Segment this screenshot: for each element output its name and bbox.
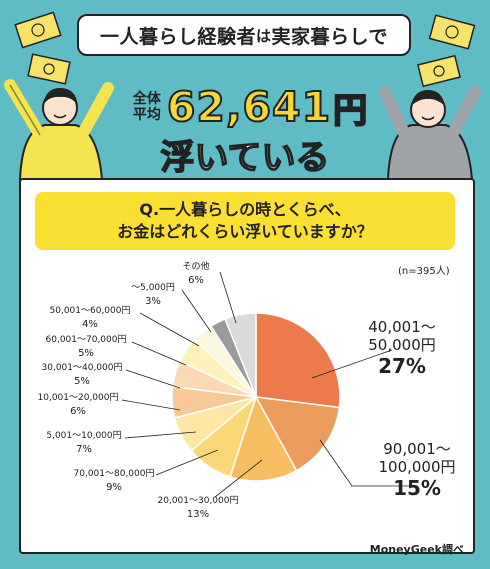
slice-percent: 7%	[76, 444, 92, 455]
average-unit: 円	[332, 90, 368, 132]
question-line1: Q.一人暮らしの時とくらべ、	[139, 200, 351, 219]
pie-slice	[254, 396, 341, 472]
average-amount: 62,641	[166, 82, 332, 132]
question-box: Q.一人暮らしの時とくらべ、 お金はどれくらい浮いていますか？	[35, 192, 455, 250]
pie-slice	[229, 395, 298, 482]
woman-illustration	[4, 79, 114, 181]
leader-line	[125, 369, 181, 389]
slice-category: 5,001～10,000円	[46, 431, 122, 441]
leader-line	[155, 449, 219, 476]
slice-label: 40,001～50,000円 27%	[352, 318, 452, 378]
leader-line	[131, 341, 187, 366]
slice-label: 10,001～20,000円 6%	[28, 392, 128, 418]
slice-category: その他	[182, 262, 210, 272]
pie-slice	[224, 312, 257, 398]
slice-category: 40,001～50,000円	[368, 318, 436, 354]
bill-icon	[14, 11, 62, 49]
float-text: 浮いている	[160, 137, 330, 179]
slice-category: ～5,000円	[131, 283, 175, 293]
leader-line	[139, 312, 200, 347]
slice-percent: 27%	[378, 354, 426, 378]
leader-line	[319, 439, 410, 487]
average-label: 全体 平均	[133, 91, 161, 123]
average-label-line2: 平均	[132, 107, 161, 123]
sample-size: (n=395人)	[398, 266, 450, 277]
leader-line	[219, 271, 237, 324]
slice-label: 5,001～10,000円 7%	[36, 430, 132, 456]
bill-icon	[27, 53, 71, 85]
bill-icon	[428, 14, 476, 50]
bill-icon	[416, 54, 462, 88]
slice-label: その他 6%	[166, 261, 226, 287]
slice-label: 50,001～60,000円 4%	[34, 305, 146, 331]
slice-category: 50,001～60,000円	[49, 306, 131, 316]
slice-percent: 6%	[188, 275, 204, 286]
leader-line	[121, 399, 181, 411]
slice-label: 30,001～40,000円 5%	[32, 362, 132, 388]
question-line2: お金はどれくらい浮いていますか？	[117, 222, 373, 241]
leader-line	[214, 459, 263, 498]
slice-category: 20,001～30,000円	[157, 496, 239, 506]
slice-label: 70,001～80,000円 9%	[66, 468, 162, 494]
slice-percent: 5%	[74, 376, 90, 387]
title-particle: は	[256, 26, 272, 45]
slice-percent: 13%	[186, 509, 210, 520]
slice-percent: 6%	[70, 406, 86, 417]
source-credit: MoneyGeek調べ	[369, 543, 464, 556]
average-headline: 全体 平均 62,641 円	[120, 78, 380, 136]
slice-percent: 4%	[82, 319, 98, 330]
slice-percent: 15%	[393, 476, 441, 500]
slice-label: 90,001～100,000円 15%	[372, 440, 462, 500]
slice-label: 20,001～30,000円 13%	[148, 495, 248, 521]
title-banner: 一人暮らし経験者は実家暮らしで	[77, 14, 411, 56]
average-label-line1: 全体	[132, 91, 161, 107]
slice-label: 60,001～70,000円 5%	[36, 334, 136, 360]
leader-line	[124, 431, 197, 439]
slice-category: 10,001～20,000円	[37, 393, 119, 403]
pie-slice	[255, 312, 341, 409]
slice-percent: 3%	[145, 296, 161, 307]
slice-percent: 5%	[78, 348, 94, 359]
man-illustration	[379, 86, 481, 181]
slice-category: 30,001～40,000円	[41, 363, 123, 373]
slice-category: 90,001～100,000円	[378, 440, 456, 476]
leader-line	[181, 289, 212, 333]
slice-label: ～5,000円 3%	[118, 282, 188, 308]
slice-category: 60,001～70,000円	[45, 335, 127, 345]
title-main: 一人暮らし経験者	[100, 25, 257, 48]
leader-line	[311, 349, 393, 379]
title-rest: 実家暮らしで	[271, 25, 388, 48]
slice-category: 70,001～80,000円	[73, 469, 155, 479]
slice-percent: 9%	[106, 482, 122, 493]
